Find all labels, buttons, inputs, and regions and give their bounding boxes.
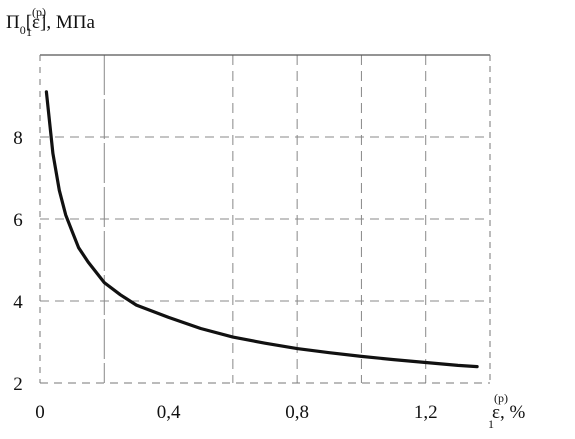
- grid: [40, 55, 490, 383]
- x-tick-label: 0,8: [285, 402, 309, 423]
- x-tick-label: 0: [35, 402, 45, 423]
- x-tick-label: 1,2: [414, 402, 438, 423]
- x-tick-label: 0,4: [157, 402, 181, 423]
- tick-labels: 0 0,4 0,8 1,2 2 4 6 8: [13, 128, 437, 423]
- y-tick-label: 2: [13, 374, 23, 395]
- series-layer: [44, 90, 479, 369]
- series-line: [44, 90, 479, 369]
- y-tick-label: 4: [13, 292, 23, 313]
- plot-frame: [39, 54, 491, 384]
- y-axis-label: Π0[ε(p) 1], МПа: [6, 5, 95, 39]
- y-tick-label: 6: [13, 210, 23, 231]
- y-tick-label: 8: [13, 128, 23, 149]
- x-axis-label: ε(p) 1, %: [488, 391, 526, 431]
